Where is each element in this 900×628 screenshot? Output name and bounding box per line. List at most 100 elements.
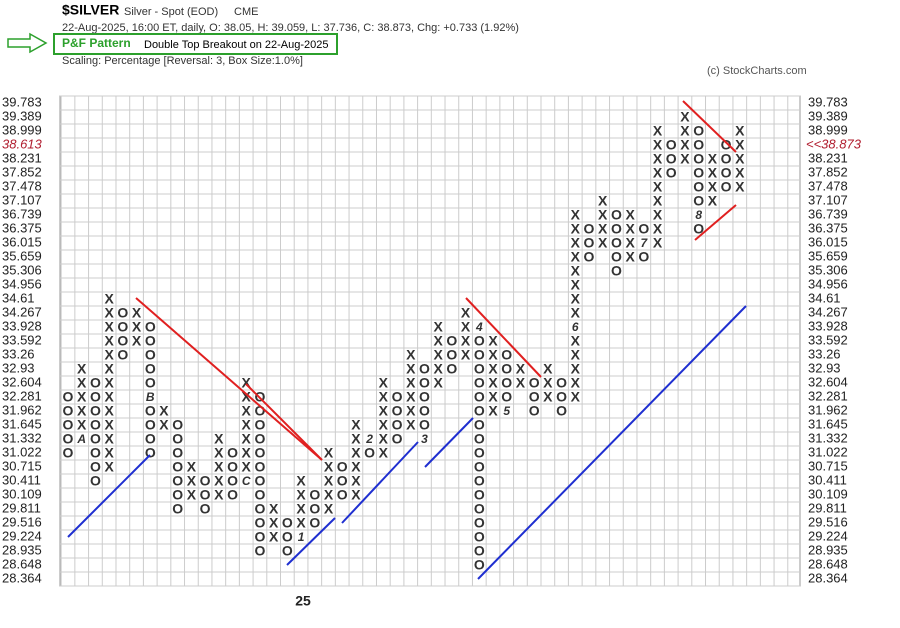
o-box: O [638,249,649,265]
o-box: O [392,417,403,433]
y-tick-label: 36.015 [808,234,848,249]
y-tick-label: 34.61 [808,290,841,305]
y-tick-label: 30.715 [2,458,42,473]
y-tick-label: 29.811 [2,500,41,515]
x-box: X [488,389,498,405]
y-tick-label: 32.93 [2,360,35,375]
o-box: O [419,417,430,433]
o-box: O [584,221,595,237]
x-box: X [214,459,224,475]
o-box: O [419,389,430,405]
o-box: O [446,361,457,377]
support-line [286,517,336,566]
y-tick-label: 32.281 [808,388,848,403]
x-box: X [571,249,581,265]
y-tick-label: 39.783 [2,94,42,109]
y-tick-label: 38.999 [808,122,848,137]
o-box: O [584,235,595,251]
y-tick-label: 30.109 [2,486,42,501]
x-box: X [379,431,389,447]
x-box: X [104,445,114,461]
x-box: X [104,291,114,307]
o-box: O [721,151,732,167]
x-box: X [296,501,306,517]
y-tick-label: 29.224 [2,528,42,543]
y-tick-label: 34.956 [808,276,848,291]
month-mark: 4 [475,320,483,334]
support-line [341,441,419,524]
o-box: O [364,445,375,461]
x-box: X [598,207,608,223]
y-tick-label: 28.935 [2,542,42,557]
x-box: X [625,207,635,223]
resistance-line [245,383,323,461]
o-box: O [556,375,567,391]
x-box: X [132,333,142,349]
x-box: X [433,361,443,377]
o-box: O [90,473,101,489]
o-box: O [693,221,704,237]
x-box: X [104,459,114,475]
x-box: X [571,291,581,307]
x-box: X [324,487,334,503]
x-box: X [379,389,389,405]
x-box: X [406,347,416,363]
y-tick-label: 28.364 [2,570,42,585]
x-box: X [324,459,334,475]
o-box: O [309,501,320,517]
x-box: X [296,515,306,531]
o-box: O [693,123,704,139]
y-tick-label: 36.739 [808,206,848,221]
o-box: O [529,403,540,419]
month-mark: B [146,390,155,404]
x-box: X [214,445,224,461]
o-box: O [474,487,485,503]
y-tick-label: 39.783 [808,94,848,109]
o-box: O [666,165,677,181]
y-tick-label: 28.648 [2,556,42,571]
pattern-title: P&F Pattern [62,36,131,50]
x-box: X [269,501,279,517]
month-mark: 5 [503,404,510,418]
o-box: O [145,319,156,335]
o-box: O [666,151,677,167]
o-box: O [474,529,485,545]
x-box: X [433,333,443,349]
pattern: Double Top Breakout on 22-Aug-2025 [144,39,329,51]
x-box: X [543,375,553,391]
o-box: O [337,487,348,503]
y-tick-label: 30.411 [2,472,41,487]
o-box: O [254,417,265,433]
y-tick-label: 30.411 [808,472,847,487]
x-box: X [324,501,334,517]
o-box: O [254,445,265,461]
x-box: X [625,249,635,265]
x-box: X [77,389,87,405]
x-box: X [104,361,114,377]
o-box: O [117,305,128,321]
x-box: X [379,375,389,391]
o-box: O [227,445,238,461]
o-box: O [227,473,238,489]
o-box: O [446,347,457,363]
x-box: X [653,207,663,223]
y-tick-label: 31.962 [808,402,848,417]
symbol: $SILVER [62,2,119,18]
o-box: O [419,403,430,419]
x-box: X [159,417,169,433]
x-box: X [242,389,252,405]
support-line [424,417,474,468]
x-box: X [242,375,252,391]
plot: OOOOOXXXXXAOOOOOOOOXXXXXXXXXXXXXOOOOXXXO… [63,109,746,573]
y-tick-label: 37.478 [808,178,848,193]
y-tick-label: 38.999 [2,122,42,137]
x-box: X [159,403,169,419]
x-box: X [132,305,142,321]
o-box: O [474,403,485,419]
x-box: X [132,319,142,335]
o-box: O [611,249,622,265]
y-tick-label: 31.022 [808,444,848,459]
y-tick-label: 38.231 [808,150,848,165]
o-box: O [474,515,485,531]
o-box: O [90,389,101,405]
